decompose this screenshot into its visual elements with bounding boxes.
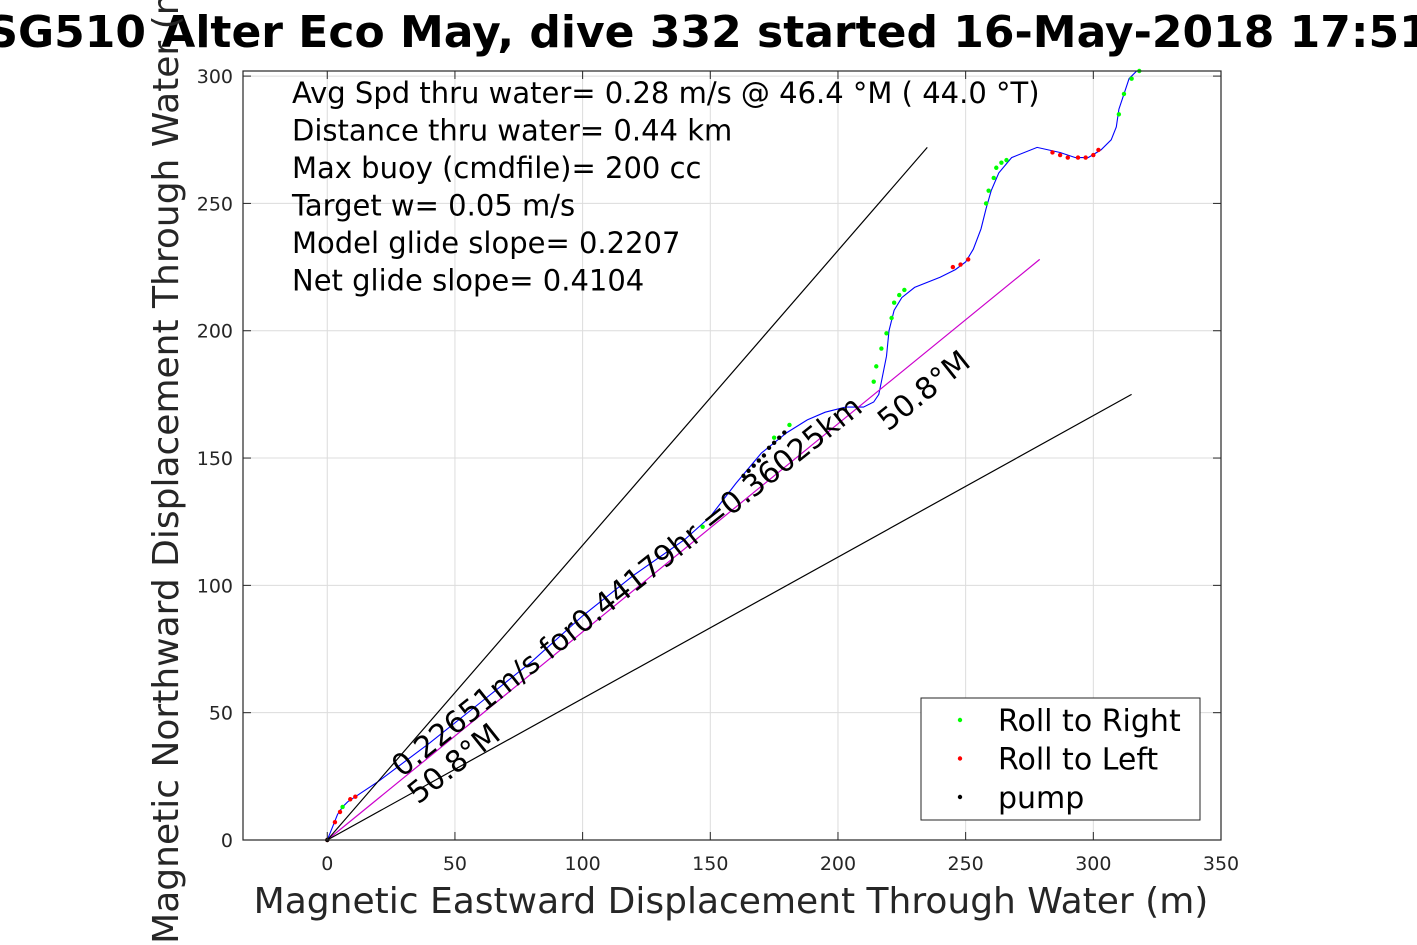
roll-to-left-point — [353, 794, 358, 799]
segment-speed-label: 0.22651m/s for0.44179hr =0.36025km — [385, 389, 869, 784]
legend-label: Roll to Right — [998, 704, 1181, 739]
rotated-labels: 0.22651m/s for0.44179hr =0.36025km 50.8°M… — [385, 344, 977, 811]
data-markers — [325, 68, 1142, 843]
x-tick-label: 350 — [1203, 853, 1239, 875]
x-tick-label: 300 — [1075, 853, 1111, 875]
roll-to-right-point — [879, 346, 884, 351]
roll-to-right-point — [700, 524, 705, 529]
pump-point — [756, 458, 762, 463]
roll-to-right-point — [1004, 157, 1009, 163]
annotation-line: Distance thru water= 0.44 km — [292, 114, 732, 148]
roll-to-left-point — [1057, 152, 1063, 158]
roll-to-right-point — [902, 287, 907, 293]
y-tick-label: 100 — [197, 575, 233, 597]
annotation-line: Avg Spd thru water= 0.28 m/s @ 46.4 °M (… — [292, 76, 1040, 110]
annotation-line: Max buoy (cmdfile)= 200 cc — [292, 151, 701, 185]
roll-to-right-point — [874, 364, 879, 369]
roll-to-right-point — [897, 292, 902, 298]
data-lines — [326, 70, 1138, 841]
annotations: Avg Spd thru water= 0.28 m/s @ 46.4 °M (… — [291, 76, 1040, 298]
roll-to-right-point — [983, 201, 989, 206]
axes-box — [242, 70, 1222, 841]
roll-to-right-point — [994, 165, 999, 170]
y-tick-label: 50 — [209, 703, 233, 725]
axis-ticks: 0 50 100 150 200 250 300 350 0 50 100 150 200 250 300 — [197, 66, 1239, 875]
roll-to-left-point — [1091, 152, 1096, 158]
pump-point — [771, 440, 777, 445]
roll-to-left-point — [1050, 150, 1055, 155]
roll-to-left-point — [337, 809, 343, 815]
roll-to-right-point — [787, 422, 792, 428]
roll-to-left-point — [1083, 155, 1088, 160]
roll-to-left-point — [332, 819, 338, 825]
y-axis-label: Magnetic Northward Displacement Through … — [146, 0, 187, 944]
x-tick-label: 250 — [948, 853, 984, 875]
heading-label-upper: 50.8°M — [871, 344, 977, 438]
roll-to-right-point — [999, 160, 1004, 165]
y-tick-label: 250 — [197, 193, 233, 215]
legend-marker — [957, 794, 963, 800]
roll-to-right-point — [991, 175, 996, 181]
pump-point — [761, 453, 767, 458]
y-tick-label: 0 — [221, 830, 233, 852]
pump-point — [782, 430, 787, 435]
pump-point — [741, 473, 746, 479]
x-tick-label: 0 — [321, 853, 333, 875]
roll-to-left-point — [348, 797, 353, 802]
roll-to-left-point — [958, 262, 963, 267]
roll-to-right-point — [889, 315, 894, 321]
y-tick-label: 200 — [197, 321, 233, 343]
roll-to-right-point — [1129, 76, 1134, 81]
legend-marker — [957, 717, 963, 723]
net-displacement-line — [326, 258, 1041, 841]
legend-label: pump — [998, 781, 1084, 816]
y-tick-label: 150 — [197, 448, 233, 470]
annotation-line: Model glide slope= 0.2207 — [292, 226, 680, 260]
legend-marker — [957, 756, 963, 761]
pump-point — [751, 463, 756, 468]
track-line — [326, 70, 1138, 841]
roll-to-right-point — [1116, 112, 1122, 117]
y-tick-label: 300 — [197, 66, 233, 88]
roll-to-right-point — [1121, 91, 1127, 97]
roll-to-right-point — [771, 435, 777, 440]
roll-to-right-point — [891, 300, 897, 305]
roll-to-right-point — [340, 804, 345, 810]
roll-to-right-point — [871, 379, 876, 384]
roll-to-left-point — [966, 257, 971, 262]
heading-bound-upper-line — [326, 147, 928, 841]
x-tick-label: 150 — [692, 853, 728, 875]
roll-to-left-point — [1096, 147, 1101, 153]
heading-bound-lower-line — [327, 393, 1132, 841]
pump-point — [766, 445, 772, 451]
pump-point — [746, 468, 751, 473]
grid-lines — [243, 71, 1222, 841]
legend-box — [920, 697, 1201, 821]
roll-to-right-point — [884, 331, 889, 336]
pump-point — [777, 435, 782, 440]
roll-to-left-point — [950, 264, 956, 270]
roll-to-left-point — [1065, 155, 1070, 160]
roll-to-right-point — [986, 188, 991, 193]
roll-to-left-point — [1075, 155, 1081, 160]
x-tick-label: 50 — [443, 853, 467, 875]
x-tick-label: 200 — [820, 853, 856, 875]
legend-label: Roll to Left — [998, 743, 1158, 778]
x-axis-label: Magnetic Eastward Displacement Through W… — [254, 881, 1209, 922]
x-tick-label: 100 — [564, 853, 600, 875]
annotation-line: Target w= 0.05 m/s — [291, 189, 575, 223]
annotation-line: Net glide slope= 0.4104 — [292, 264, 644, 298]
chart-title: SG510 Alter Eco May, dive 332 started 16… — [0, 7, 1417, 58]
